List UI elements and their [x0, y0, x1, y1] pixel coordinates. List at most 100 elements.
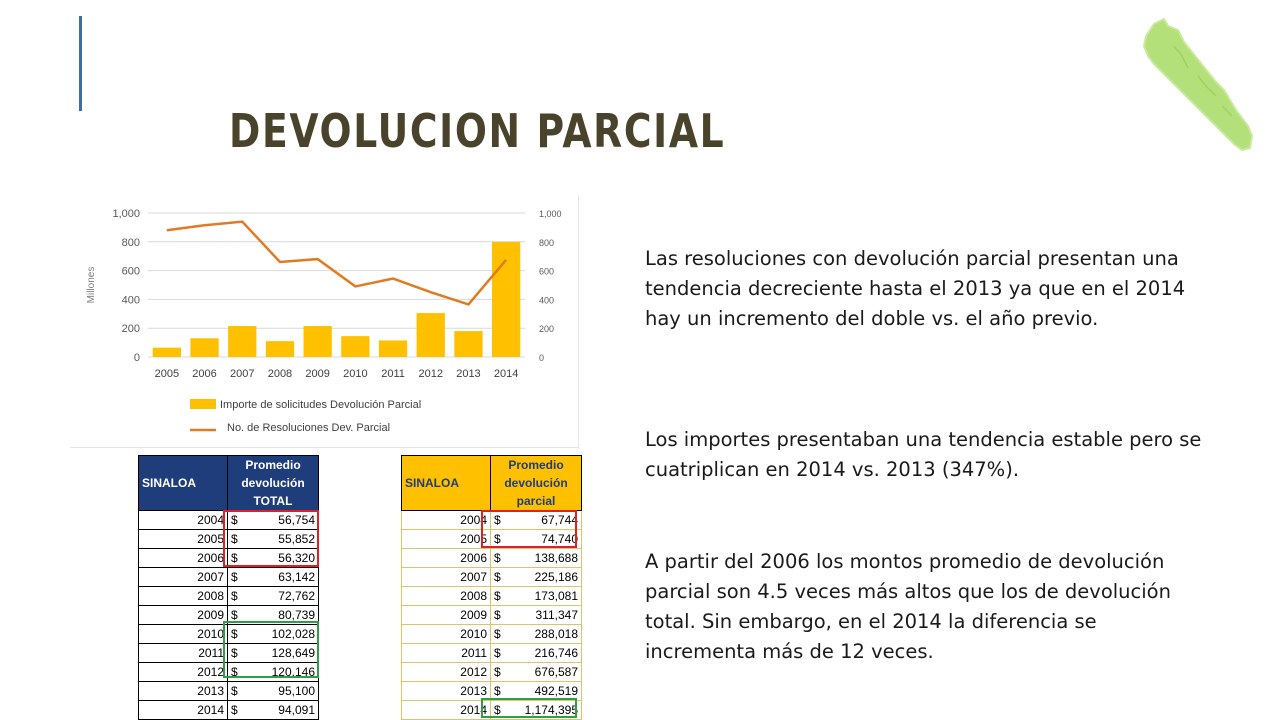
- row-year: 2012: [138, 662, 228, 682]
- table-total: SINALOA Promedio devolución TOTAL 2004 $5…: [138, 455, 320, 720]
- row-currency: $: [490, 529, 506, 549]
- x-tick-label: 2013: [456, 368, 480, 380]
- table-row: 2004 $67,744: [401, 510, 583, 530]
- row-amount: 55,852: [242, 529, 320, 549]
- row-year: 2010: [401, 624, 491, 644]
- row-amount: 102,028: [242, 624, 320, 644]
- table-row: 2014 $94,091: [138, 700, 320, 720]
- row-amount: 173,081: [505, 586, 583, 606]
- row-currency: $: [490, 662, 506, 682]
- table-row: 2013 $95,100: [138, 681, 320, 701]
- row-year: 2011: [401, 643, 491, 663]
- table-row: 2009 $311,347: [401, 605, 583, 625]
- legend-line-label: No. de Resoluciones Dev. Parcial: [227, 422, 390, 434]
- x-tick-label: 2009: [305, 368, 329, 380]
- row-year: 2014: [138, 700, 228, 720]
- table-header: Promedio devolución TOTAL: [227, 455, 319, 511]
- row-amount: 67,744: [505, 510, 583, 530]
- y-axis-label: Millones: [86, 267, 97, 304]
- x-tick-label: 2005: [155, 368, 179, 380]
- bar-2012: [416, 313, 445, 357]
- table-row: 2004 $56,754: [138, 510, 320, 530]
- bar-2005: [152, 347, 181, 357]
- x-tick-label: 2007: [230, 368, 254, 380]
- table-row: 2011 $128,649: [138, 643, 320, 663]
- x-tick-label: 2014: [494, 368, 518, 380]
- row-amount: 56,320: [242, 548, 320, 568]
- y2-tick-label: 800: [539, 238, 554, 248]
- table-row: 2009 $80,739: [138, 605, 320, 625]
- row-currency: $: [227, 700, 243, 720]
- bar-2010: [341, 336, 370, 357]
- row-amount: 72,762: [242, 586, 320, 606]
- row-currency: $: [227, 605, 243, 625]
- row-currency: $: [227, 586, 243, 606]
- row-currency: $: [490, 681, 506, 701]
- row-year: 2008: [138, 586, 228, 606]
- row-year: 2009: [401, 605, 491, 625]
- table-row: 2007 $63,142: [138, 567, 320, 587]
- table-row: 2005 $55,852: [138, 529, 320, 549]
- x-tick-label: 2010: [343, 368, 367, 380]
- row-currency: $: [227, 662, 243, 682]
- header-line: Promedio: [508, 458, 564, 472]
- row-year: 2009: [138, 605, 228, 625]
- table-row: 2005 $74,740: [401, 529, 583, 549]
- row-currency: $: [490, 700, 506, 720]
- header-line: devolución: [504, 476, 568, 490]
- row-year: 2013: [138, 681, 228, 701]
- row-currency: $: [227, 548, 243, 568]
- row-currency: $: [490, 567, 506, 587]
- bar-2007: [228, 326, 257, 357]
- x-tick-label: 2006: [192, 368, 216, 380]
- row-year: 2005: [138, 529, 228, 549]
- row-year: 2014: [401, 700, 491, 720]
- table-row: 2012 $676,587: [401, 662, 583, 682]
- row-amount: 676,587: [505, 662, 583, 682]
- y-tick-label: 0: [134, 352, 140, 364]
- row-amount: 216,746: [505, 643, 583, 663]
- row-year: 2007: [401, 567, 491, 587]
- row-amount: 63,142: [242, 567, 320, 587]
- row-amount: 1,174,395: [505, 700, 583, 720]
- table-header: Promedio devolución parcial: [490, 455, 582, 511]
- row-year: 2004: [138, 510, 228, 530]
- accent-line: [79, 16, 82, 111]
- y-tick-label: 800: [122, 237, 140, 249]
- row-amount: 225,186: [505, 567, 583, 587]
- table-row: 2006 $56,320: [138, 548, 320, 568]
- row-year: 2007: [138, 567, 228, 587]
- table-row: 2010 $288,018: [401, 624, 583, 644]
- chart-panel: 0 200 400 600 800 1,000 0 200 400 600 800 1,000 Mill…: [70, 195, 579, 448]
- row-year: 2013: [401, 681, 491, 701]
- x-tick-label: 2012: [419, 368, 443, 380]
- row-amount: 56,754: [242, 510, 320, 530]
- combo-chart: 0 200 400 600 800 1,000 0 200 400 600 800 1,000 Mill…: [86, 208, 562, 434]
- legend-bar-swatch: [190, 399, 216, 409]
- row-year: 2011: [138, 643, 228, 663]
- row-amount: 138,688: [505, 548, 583, 568]
- y-tick-label: 400: [122, 294, 140, 306]
- paragraph-3: A partir del 2006 los montos promedio de…: [645, 550, 1171, 663]
- y2-tick-label: 200: [539, 324, 554, 334]
- table-row: 2013 $492,519: [401, 681, 583, 701]
- y-tick-label: 200: [122, 323, 140, 335]
- table-state-header: SINALOA: [138, 455, 228, 511]
- table-row: 2012 $120,146: [138, 662, 320, 682]
- row-currency: $: [490, 510, 506, 530]
- row-year: 2005: [401, 529, 491, 549]
- row-currency: $: [490, 643, 506, 663]
- slide-title: DEVOLUCION PARCIAL: [229, 104, 726, 158]
- bar-2011: [378, 340, 408, 357]
- sinaloa-map-icon: [1142, 17, 1254, 152]
- row-amount: 311,347: [505, 605, 583, 625]
- y-tick-label: 1,000: [112, 208, 140, 220]
- row-amount: 80,739: [242, 605, 320, 625]
- row-year: 2012: [401, 662, 491, 682]
- table-row: 2010 $102,028: [138, 624, 320, 644]
- table-row: 2006 $138,688: [401, 548, 583, 568]
- row-amount: 492,519: [505, 681, 583, 701]
- y2-tick-label: 0: [539, 353, 544, 363]
- y-tick-label: 600: [122, 266, 140, 278]
- header-line: parcial: [516, 494, 556, 508]
